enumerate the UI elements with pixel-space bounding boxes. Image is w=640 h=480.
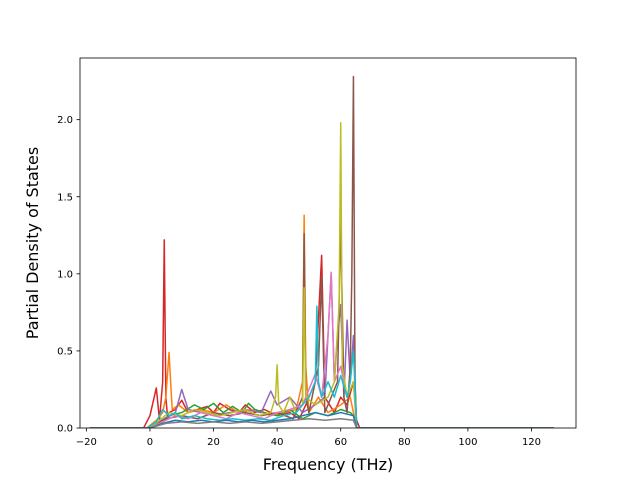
y-tick-label: 2.0 xyxy=(57,115,73,126)
y-axis-ticks: 0.0 0.5 1.0 1.5 2.0 xyxy=(57,115,80,435)
y-tick-label: 1.5 xyxy=(57,192,73,203)
series-line-9 xyxy=(89,411,554,428)
x-axis-label: Frequency (THz) xyxy=(263,455,393,474)
x-tick-label: 40 xyxy=(271,437,284,448)
x-tick-label: 0 xyxy=(147,437,153,448)
y-tick-label: 0.0 xyxy=(57,424,73,435)
y-axis-label: Partial Density of States xyxy=(23,147,42,339)
series-layer xyxy=(89,75,554,428)
y-tick-label: 0.5 xyxy=(57,346,73,357)
x-tick-label: 60 xyxy=(334,437,347,448)
x-axis-ticks: −20 0 20 40 60 80 100 120 xyxy=(76,428,541,448)
series-line-8 xyxy=(89,305,554,428)
series-line-3 xyxy=(89,402,554,428)
x-tick-label: 100 xyxy=(458,437,477,448)
y-tick-label: 1.0 xyxy=(57,269,73,280)
x-tick-label: 20 xyxy=(207,437,220,448)
series-line-4 xyxy=(89,273,554,428)
x-tick-label: −20 xyxy=(76,437,97,448)
series-line-10 xyxy=(89,418,554,428)
series-line-6 xyxy=(89,271,554,428)
series-line-7 xyxy=(89,122,554,428)
x-tick-label: 80 xyxy=(398,437,411,448)
plot-frame xyxy=(79,57,577,429)
x-tick-label: 120 xyxy=(522,437,541,448)
